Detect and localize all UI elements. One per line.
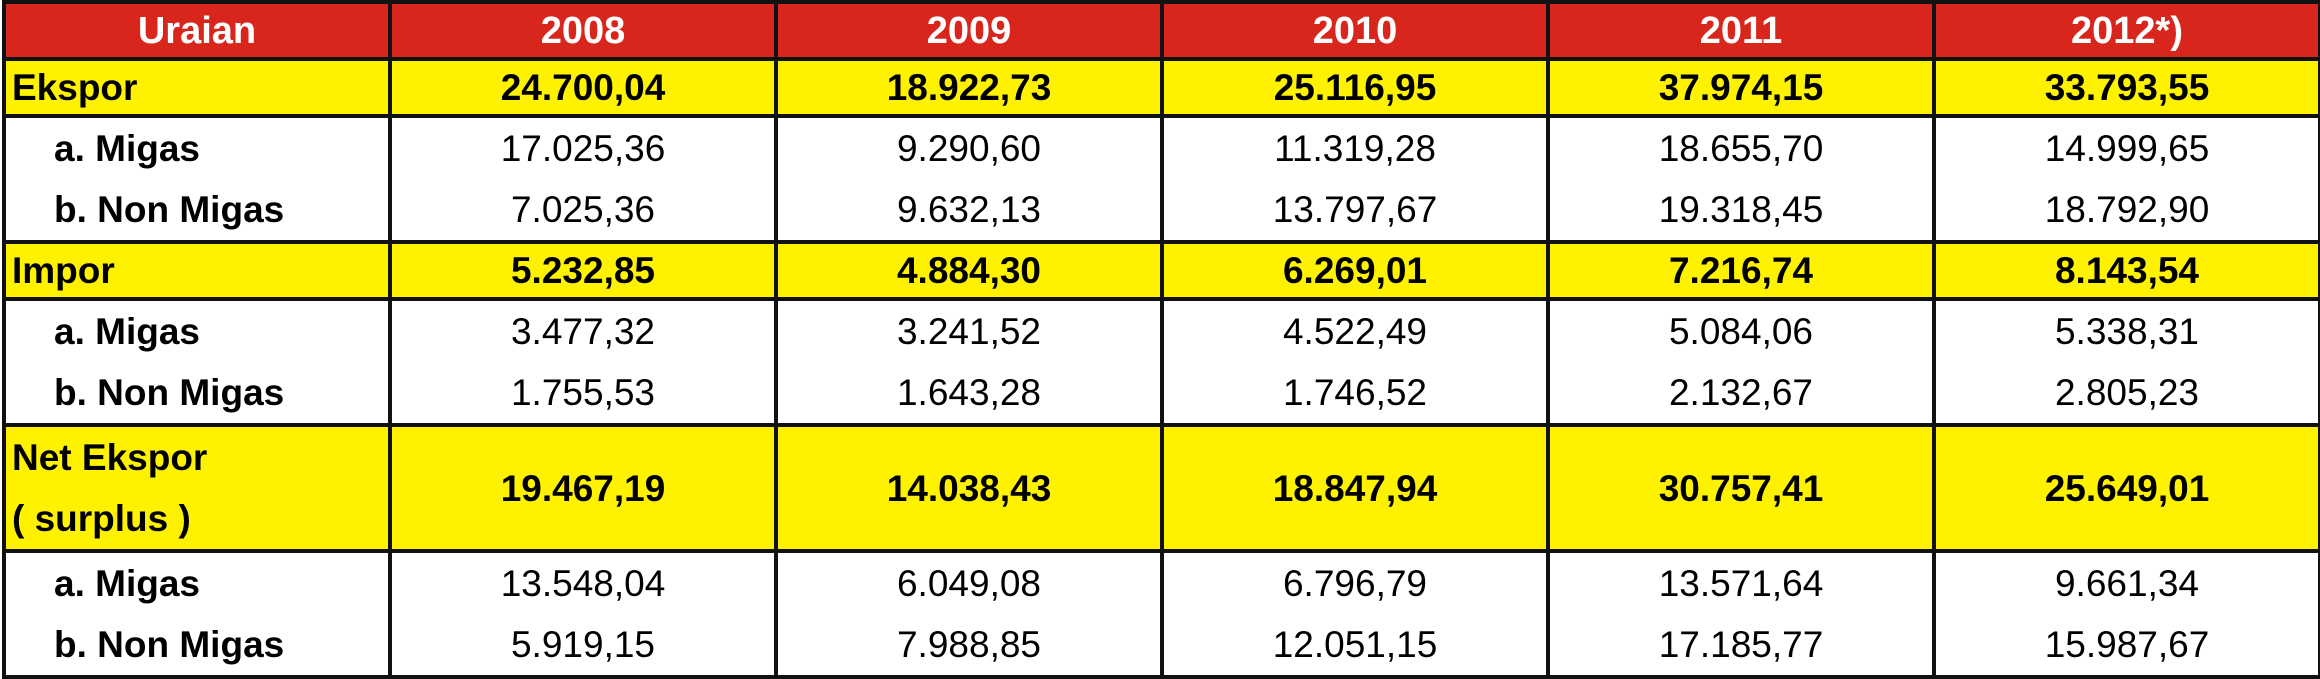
value-cell: 18.655,70 bbox=[1658, 128, 1824, 169]
sub-label-non-migas: b. Non Migas bbox=[54, 372, 285, 413]
value-cell: 2.132,67 bbox=[1668, 372, 1814, 413]
subrows-net-ekspor: a. Migas b. Non Migas 13.548,04 5.919,15… bbox=[2, 549, 2320, 679]
sub-values: 5.084,06 2.132,67 bbox=[1546, 297, 1936, 427]
sub-labels: a. Migas b. Non Migas bbox=[2, 297, 392, 427]
sub-values: 13.571,64 17.185,77 bbox=[1546, 549, 1936, 679]
section-row-net-ekspor: Net Ekspor ( surplus ) 19.467,19 14.038,… bbox=[2, 423, 2320, 553]
sub-values: 3.477,32 1.755,53 bbox=[388, 297, 778, 427]
section-total: 33.793,55 bbox=[1932, 57, 2320, 118]
sub-values: 13.548,04 5.919,15 bbox=[388, 549, 778, 679]
section-total: 14.038,43 bbox=[774, 423, 1164, 553]
value-cell: 13.571,64 bbox=[1658, 563, 1824, 604]
value-cell: 1.755,53 bbox=[510, 372, 656, 413]
section-total: 18.922,73 bbox=[774, 57, 1164, 118]
section-total: 25.116,95 bbox=[1160, 57, 1550, 118]
section-total: 6.269,01 bbox=[1160, 240, 1550, 301]
value-cell: 14.999,65 bbox=[2044, 128, 2210, 169]
value-cell: 13.548,04 bbox=[500, 563, 666, 604]
sub-labels: a. Migas b. Non Migas bbox=[2, 549, 392, 679]
value-cell: 6.049,08 bbox=[896, 563, 1042, 604]
sub-values: 3.241,52 1.643,28 bbox=[774, 297, 1164, 427]
value-cell: 5.919,15 bbox=[510, 624, 656, 665]
sub-values: 5.338,31 2.805,23 bbox=[1932, 297, 2320, 427]
value-cell: 5.338,31 bbox=[2054, 311, 2200, 352]
value-cell: 4.522,49 bbox=[1282, 311, 1428, 352]
section-label-line: Net Ekspor bbox=[12, 437, 208, 478]
section-row-ekspor: Ekspor 24.700,04 18.922,73 25.116,95 37.… bbox=[2, 57, 2320, 118]
value-cell: 15.987,67 bbox=[2044, 624, 2210, 665]
sub-values: 9.290,60 9.632,13 bbox=[774, 114, 1164, 244]
value-cell: 9.661,34 bbox=[2054, 563, 2200, 604]
header-year-2009: 2009 bbox=[774, 0, 1164, 61]
section-label: Impor bbox=[2, 240, 392, 301]
value-cell: 11.319,28 bbox=[1274, 128, 1436, 169]
header-row: Uraian 2008 2009 2010 2011 2012*) bbox=[2, 0, 2320, 61]
value-cell: 7.025,36 bbox=[510, 189, 656, 230]
header-uraian: Uraian bbox=[2, 0, 392, 61]
sub-labels: a. Migas b. Non Migas bbox=[2, 114, 392, 244]
section-row-impor: Impor 5.232,85 4.884,30 6.269,01 7.216,7… bbox=[2, 240, 2320, 301]
value-cell: 17.025,36 bbox=[500, 128, 666, 169]
sub-values: 6.049,08 7.988,85 bbox=[774, 549, 1164, 679]
sub-label-migas: a. Migas bbox=[54, 128, 200, 169]
value-cell: 13.797,67 bbox=[1272, 189, 1438, 230]
value-cell: 1.746,52 bbox=[1282, 372, 1428, 413]
value-cell: 19.318,45 bbox=[1658, 189, 1824, 230]
value-cell: 3.477,32 bbox=[510, 311, 656, 352]
value-cell: 6.796,79 bbox=[1282, 563, 1428, 604]
value-cell: 1.643,28 bbox=[896, 372, 1042, 413]
sub-label-migas: a. Migas bbox=[54, 311, 200, 352]
header-year-2011: 2011 bbox=[1546, 0, 1936, 61]
section-total: 25.649,01 bbox=[1932, 423, 2320, 553]
value-cell: 9.290,60 bbox=[896, 128, 1042, 169]
section-label: Ekspor bbox=[2, 57, 392, 118]
value-cell: 7.988,85 bbox=[896, 624, 1042, 665]
subrows-impor: a. Migas b. Non Migas 3.477,32 1.755,53 … bbox=[2, 297, 2320, 427]
section-total: 8.143,54 bbox=[1932, 240, 2320, 301]
sub-values: 14.999,65 18.792,90 bbox=[1932, 114, 2320, 244]
section-total: 18.847,94 bbox=[1160, 423, 1550, 553]
sub-label-non-migas: b. Non Migas bbox=[54, 189, 285, 230]
sub-label-non-migas: b. Non Migas bbox=[54, 624, 285, 665]
section-total: 4.884,30 bbox=[774, 240, 1164, 301]
value-cell: 17.185,77 bbox=[1658, 624, 1824, 665]
value-cell: 2.805,23 bbox=[2054, 372, 2200, 413]
section-total: 24.700,04 bbox=[388, 57, 778, 118]
sub-label-migas: a. Migas bbox=[54, 563, 200, 604]
header-year-2008: 2008 bbox=[388, 0, 778, 61]
header-year-2012: 2012*) bbox=[1932, 0, 2320, 61]
sub-values: 6.796,79 12.051,15 bbox=[1160, 549, 1550, 679]
section-total: 37.974,15 bbox=[1546, 57, 1936, 118]
section-total: 30.757,41 bbox=[1546, 423, 1936, 553]
subrows-ekspor: a. Migas b. Non Migas 17.025,36 7.025,36… bbox=[2, 114, 2320, 244]
value-cell: 18.792,90 bbox=[2044, 189, 2210, 230]
section-label-line: ( surplus ) bbox=[12, 498, 191, 539]
section-total: 7.216,74 bbox=[1546, 240, 1936, 301]
value-cell: 9.632,13 bbox=[896, 189, 1042, 230]
sub-values: 9.661,34 15.987,67 bbox=[1932, 549, 2320, 679]
value-cell: 3.241,52 bbox=[896, 311, 1042, 352]
value-cell: 12.051,15 bbox=[1272, 624, 1438, 665]
section-total: 5.232,85 bbox=[388, 240, 778, 301]
header-year-2010: 2010 bbox=[1160, 0, 1550, 61]
sub-values: 4.522,49 1.746,52 bbox=[1160, 297, 1550, 427]
value-cell: 5.084,06 bbox=[1668, 311, 1814, 352]
sub-values: 17.025,36 7.025,36 bbox=[388, 114, 778, 244]
section-label: Net Ekspor ( surplus ) bbox=[2, 423, 392, 553]
sub-values: 18.655,70 19.318,45 bbox=[1546, 114, 1936, 244]
section-total: 19.467,19 bbox=[388, 423, 778, 553]
sub-values: 11.319,28 13.797,67 bbox=[1160, 114, 1550, 244]
